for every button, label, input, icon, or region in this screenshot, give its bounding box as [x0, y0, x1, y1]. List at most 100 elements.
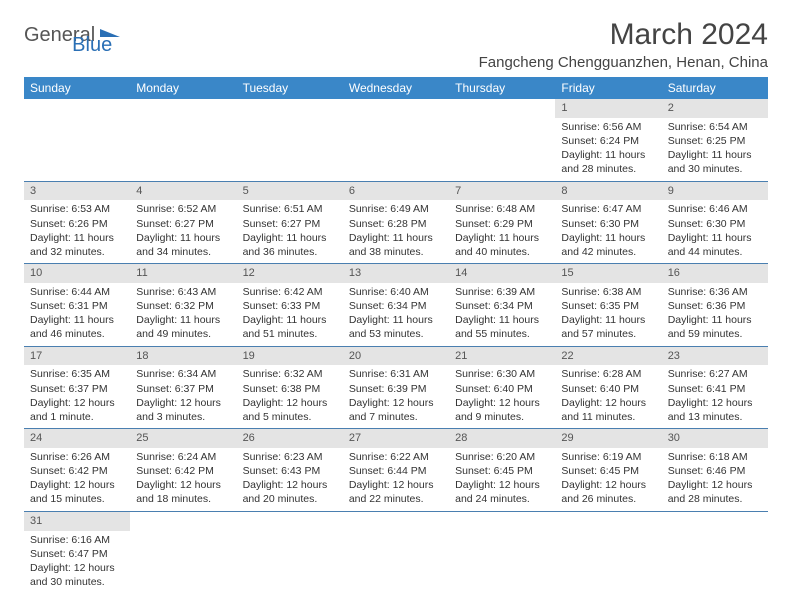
- daylight-text: Daylight: 12 hours and 9 minutes.: [455, 396, 549, 424]
- day-number: 7: [449, 182, 555, 201]
- day-number: 10: [24, 264, 130, 283]
- day-body: Sunrise: 6:22 AMSunset: 6:44 PMDaylight:…: [343, 448, 449, 511]
- sunrise-text: Sunrise: 6:51 AM: [243, 202, 337, 216]
- sunrise-text: Sunrise: 6:43 AM: [136, 285, 230, 299]
- sunset-text: Sunset: 6:40 PM: [455, 382, 549, 396]
- calendar-row: 10Sunrise: 6:44 AMSunset: 6:31 PMDayligh…: [24, 264, 768, 347]
- sunrise-text: Sunrise: 6:22 AM: [349, 450, 443, 464]
- day-body: Sunrise: 6:56 AMSunset: 6:24 PMDaylight:…: [555, 118, 661, 181]
- sunset-text: Sunset: 6:38 PM: [243, 382, 337, 396]
- sunrise-text: Sunrise: 6:24 AM: [136, 450, 230, 464]
- sunrise-text: Sunrise: 6:31 AM: [349, 367, 443, 381]
- daylight-text: Daylight: 11 hours and 30 minutes.: [668, 148, 762, 176]
- daylight-text: Daylight: 12 hours and 11 minutes.: [561, 396, 655, 424]
- daylight-text: Daylight: 12 hours and 22 minutes.: [349, 478, 443, 506]
- day-number: 13: [343, 264, 449, 283]
- sunset-text: Sunset: 6:30 PM: [668, 217, 762, 231]
- sunrise-text: Sunrise: 6:38 AM: [561, 285, 655, 299]
- daylight-text: Daylight: 12 hours and 13 minutes.: [668, 396, 762, 424]
- calendar-row: 1Sunrise: 6:56 AMSunset: 6:24 PMDaylight…: [24, 99, 768, 181]
- calendar-cell: 24Sunrise: 6:26 AMSunset: 6:42 PMDayligh…: [24, 429, 130, 512]
- logo-text-blue: Blue: [72, 34, 112, 57]
- calendar-cell: 12Sunrise: 6:42 AMSunset: 6:33 PMDayligh…: [237, 264, 343, 347]
- sunset-text: Sunset: 6:37 PM: [136, 382, 230, 396]
- day-body: Sunrise: 6:32 AMSunset: 6:38 PMDaylight:…: [237, 365, 343, 428]
- sunset-text: Sunset: 6:46 PM: [668, 464, 762, 478]
- calendar-cell: [237, 511, 343, 593]
- calendar-cell: 6Sunrise: 6:49 AMSunset: 6:28 PMDaylight…: [343, 181, 449, 264]
- day-body: Sunrise: 6:24 AMSunset: 6:42 PMDaylight:…: [130, 448, 236, 511]
- sunset-text: Sunset: 6:26 PM: [30, 217, 124, 231]
- day-body: Sunrise: 6:27 AMSunset: 6:41 PMDaylight:…: [662, 365, 768, 428]
- calendar-cell: 29Sunrise: 6:19 AMSunset: 6:45 PMDayligh…: [555, 429, 661, 512]
- day-number: 29: [555, 429, 661, 448]
- calendar-table: Sunday Monday Tuesday Wednesday Thursday…: [24, 77, 768, 593]
- daylight-text: Daylight: 11 hours and 40 minutes.: [455, 231, 549, 259]
- calendar-cell: [130, 511, 236, 593]
- calendar-row: 31Sunrise: 6:16 AMSunset: 6:47 PMDayligh…: [24, 511, 768, 593]
- calendar-cell: 5Sunrise: 6:51 AMSunset: 6:27 PMDaylight…: [237, 181, 343, 264]
- sunrise-text: Sunrise: 6:44 AM: [30, 285, 124, 299]
- calendar-cell: 27Sunrise: 6:22 AMSunset: 6:44 PMDayligh…: [343, 429, 449, 512]
- daylight-text: Daylight: 11 hours and 38 minutes.: [349, 231, 443, 259]
- day-number: 16: [662, 264, 768, 283]
- calendar-cell: [555, 511, 661, 593]
- weekday-header: Tuesday: [237, 77, 343, 99]
- sunrise-text: Sunrise: 6:18 AM: [668, 450, 762, 464]
- day-body: Sunrise: 6:20 AMSunset: 6:45 PMDaylight:…: [449, 448, 555, 511]
- day-number: 8: [555, 182, 661, 201]
- sunset-text: Sunset: 6:40 PM: [561, 382, 655, 396]
- day-number: 20: [343, 347, 449, 366]
- daylight-text: Daylight: 12 hours and 5 minutes.: [243, 396, 337, 424]
- sunset-text: Sunset: 6:47 PM: [30, 547, 124, 561]
- day-number: 11: [130, 264, 236, 283]
- sunrise-text: Sunrise: 6:30 AM: [455, 367, 549, 381]
- calendar-cell: 22Sunrise: 6:28 AMSunset: 6:40 PMDayligh…: [555, 346, 661, 429]
- day-number: 6: [343, 182, 449, 201]
- day-body: Sunrise: 6:52 AMSunset: 6:27 PMDaylight:…: [130, 200, 236, 263]
- sunset-text: Sunset: 6:43 PM: [243, 464, 337, 478]
- day-body: Sunrise: 6:35 AMSunset: 6:37 PMDaylight:…: [24, 365, 130, 428]
- day-body: Sunrise: 6:46 AMSunset: 6:30 PMDaylight:…: [662, 200, 768, 263]
- sunset-text: Sunset: 6:36 PM: [668, 299, 762, 313]
- day-body: Sunrise: 6:16 AMSunset: 6:47 PMDaylight:…: [24, 531, 130, 594]
- calendar-cell: 18Sunrise: 6:34 AMSunset: 6:37 PMDayligh…: [130, 346, 236, 429]
- sunset-text: Sunset: 6:33 PM: [243, 299, 337, 313]
- sunrise-text: Sunrise: 6:48 AM: [455, 202, 549, 216]
- sunset-text: Sunset: 6:34 PM: [349, 299, 443, 313]
- daylight-text: Daylight: 11 hours and 36 minutes.: [243, 231, 337, 259]
- calendar-cell: [343, 511, 449, 593]
- calendar-cell: [130, 99, 236, 181]
- day-body: Sunrise: 6:42 AMSunset: 6:33 PMDaylight:…: [237, 283, 343, 346]
- daylight-text: Daylight: 11 hours and 49 minutes.: [136, 313, 230, 341]
- day-number: 21: [449, 347, 555, 366]
- daylight-text: Daylight: 11 hours and 51 minutes.: [243, 313, 337, 341]
- sunrise-text: Sunrise: 6:53 AM: [30, 202, 124, 216]
- sunrise-text: Sunrise: 6:46 AM: [668, 202, 762, 216]
- calendar-cell: 23Sunrise: 6:27 AMSunset: 6:41 PMDayligh…: [662, 346, 768, 429]
- day-number: 28: [449, 429, 555, 448]
- day-body: Sunrise: 6:53 AMSunset: 6:26 PMDaylight:…: [24, 200, 130, 263]
- sunrise-text: Sunrise: 6:19 AM: [561, 450, 655, 464]
- sunrise-text: Sunrise: 6:54 AM: [668, 120, 762, 134]
- calendar-cell: [662, 511, 768, 593]
- daylight-text: Daylight: 11 hours and 34 minutes.: [136, 231, 230, 259]
- daylight-text: Daylight: 11 hours and 59 minutes.: [668, 313, 762, 341]
- day-body: Sunrise: 6:30 AMSunset: 6:40 PMDaylight:…: [449, 365, 555, 428]
- sunset-text: Sunset: 6:44 PM: [349, 464, 443, 478]
- calendar-row: 17Sunrise: 6:35 AMSunset: 6:37 PMDayligh…: [24, 346, 768, 429]
- sunrise-text: Sunrise: 6:56 AM: [561, 120, 655, 134]
- calendar-cell: 2Sunrise: 6:54 AMSunset: 6:25 PMDaylight…: [662, 99, 768, 181]
- calendar-cell: 10Sunrise: 6:44 AMSunset: 6:31 PMDayligh…: [24, 264, 130, 347]
- day-body: Sunrise: 6:54 AMSunset: 6:25 PMDaylight:…: [662, 118, 768, 181]
- sunset-text: Sunset: 6:27 PM: [136, 217, 230, 231]
- sunrise-text: Sunrise: 6:52 AM: [136, 202, 230, 216]
- day-number: 19: [237, 347, 343, 366]
- daylight-text: Daylight: 12 hours and 7 minutes.: [349, 396, 443, 424]
- sunset-text: Sunset: 6:34 PM: [455, 299, 549, 313]
- calendar-cell: 30Sunrise: 6:18 AMSunset: 6:46 PMDayligh…: [662, 429, 768, 512]
- daylight-text: Daylight: 12 hours and 30 minutes.: [30, 561, 124, 589]
- sunrise-text: Sunrise: 6:42 AM: [243, 285, 337, 299]
- daylight-text: Daylight: 11 hours and 46 minutes.: [30, 313, 124, 341]
- day-body: Sunrise: 6:39 AMSunset: 6:34 PMDaylight:…: [449, 283, 555, 346]
